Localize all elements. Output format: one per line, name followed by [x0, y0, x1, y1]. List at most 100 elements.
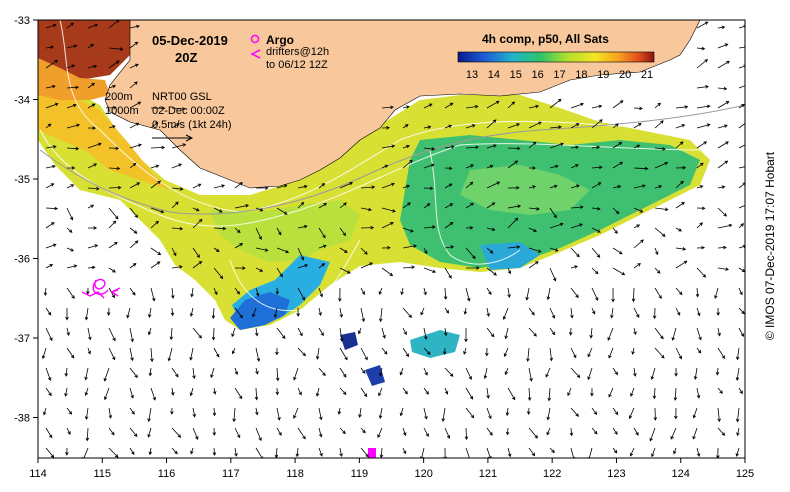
current-arrow [486, 181, 501, 189]
current-arrow [129, 227, 138, 234]
current-arrow [738, 85, 745, 89]
current-arrow [66, 247, 75, 252]
current-arrow [318, 183, 326, 189]
current-arrow [444, 183, 453, 189]
current-arrow [570, 205, 584, 209]
current-arrow [171, 287, 175, 299]
current-arrow [64, 367, 69, 377]
current-arrow [360, 427, 366, 434]
current-arrow [381, 144, 396, 149]
current-arrow [443, 287, 448, 300]
current-arrow [654, 327, 664, 340]
current-arrow [171, 123, 180, 129]
current-arrow [84, 367, 89, 381]
current-arrow [717, 124, 728, 129]
current-arrow [465, 367, 472, 380]
current-arrow [633, 106, 643, 111]
current-arrow [129, 101, 142, 109]
current-arrow [738, 123, 745, 129]
current-arrow [465, 104, 479, 109]
current-arrow [589, 327, 593, 339]
current-arrow [148, 447, 153, 456]
colorbar-tick-label: 15 [510, 69, 522, 81]
map-time: 20Z [175, 50, 197, 65]
current-arrow [696, 104, 711, 109]
current-arrow [654, 185, 663, 189]
colorbar-ticks: 13 14 15 16 17 18 19 20 21 [466, 69, 653, 81]
current-arrow [738, 307, 745, 315]
current-arrow [339, 227, 346, 237]
current-arrow [587, 367, 593, 381]
current-arrow [675, 247, 687, 251]
x-tick-label: 123 [607, 468, 625, 480]
colorbar-tick-label: 14 [488, 69, 500, 81]
current-arrow [633, 307, 640, 318]
current-arrow [87, 244, 99, 249]
current-arrow [696, 327, 702, 341]
x-tick-label: 114 [29, 468, 47, 480]
current-arrow [45, 23, 57, 29]
current-arrow [549, 307, 556, 319]
current-arrow [570, 145, 579, 150]
current-arrow [633, 207, 644, 213]
current-arrow [503, 347, 509, 357]
current-arrow [654, 287, 662, 300]
current-arrow [465, 447, 472, 458]
current-arrow [423, 203, 431, 209]
current-arrow [297, 287, 305, 301]
current-arrow [213, 247, 220, 252]
current-arrow [692, 427, 698, 440]
current-arrow [612, 185, 622, 189]
current-arrow [381, 222, 394, 229]
current-arrow [612, 267, 626, 276]
current-arrow [612, 227, 618, 234]
current-arrow [129, 162, 137, 169]
current-arrow [696, 123, 711, 129]
current-arrow [339, 347, 348, 361]
x-axis: 114 115 116 117 118 119 120 121 122 123 124 125 [29, 458, 754, 480]
current-arrow [189, 347, 194, 361]
current-arrow [444, 203, 454, 209]
current-arrow [87, 142, 102, 149]
current-arrow [633, 427, 639, 436]
current-arrow [192, 183, 202, 189]
current-arrow [402, 227, 414, 233]
current-arrow [234, 367, 239, 376]
current-arrow [147, 327, 152, 336]
current-arrow [129, 262, 137, 269]
current-arrow [717, 407, 721, 423]
current-arrow [696, 46, 706, 51]
current-arrow [633, 166, 649, 171]
current-arrow [485, 347, 489, 357]
current-arrow [150, 145, 166, 150]
current-arrow [129, 81, 138, 89]
current-arrow [652, 387, 657, 400]
current-arrow [360, 387, 368, 398]
current-arrow [526, 407, 531, 415]
current-arrow [232, 407, 236, 423]
current-arrow [45, 222, 55, 229]
current-arrow [108, 327, 116, 342]
current-arrow [338, 287, 342, 302]
current-arrow [675, 227, 683, 232]
current-arrow [129, 182, 141, 189]
current-arrow [275, 367, 280, 382]
current-arrow [192, 327, 202, 339]
current-arrow [213, 184, 226, 189]
scale-label: 0.5m/s (1kt 24h) [152, 119, 231, 131]
current-arrow [653, 407, 658, 421]
current-arrow [360, 262, 374, 269]
current-arrow [147, 307, 152, 319]
bathymetry-contours [39, 20, 745, 312]
current-arrow [234, 427, 241, 439]
current-arrow [549, 164, 559, 169]
current-arrow [591, 307, 596, 315]
current-arrow [275, 347, 279, 356]
current-arrow [379, 307, 383, 323]
current-arrow [441, 407, 446, 423]
current-arrow [570, 347, 577, 359]
current-arrow [612, 367, 618, 376]
current-arrow [171, 447, 178, 455]
current-arrow [570, 164, 579, 169]
